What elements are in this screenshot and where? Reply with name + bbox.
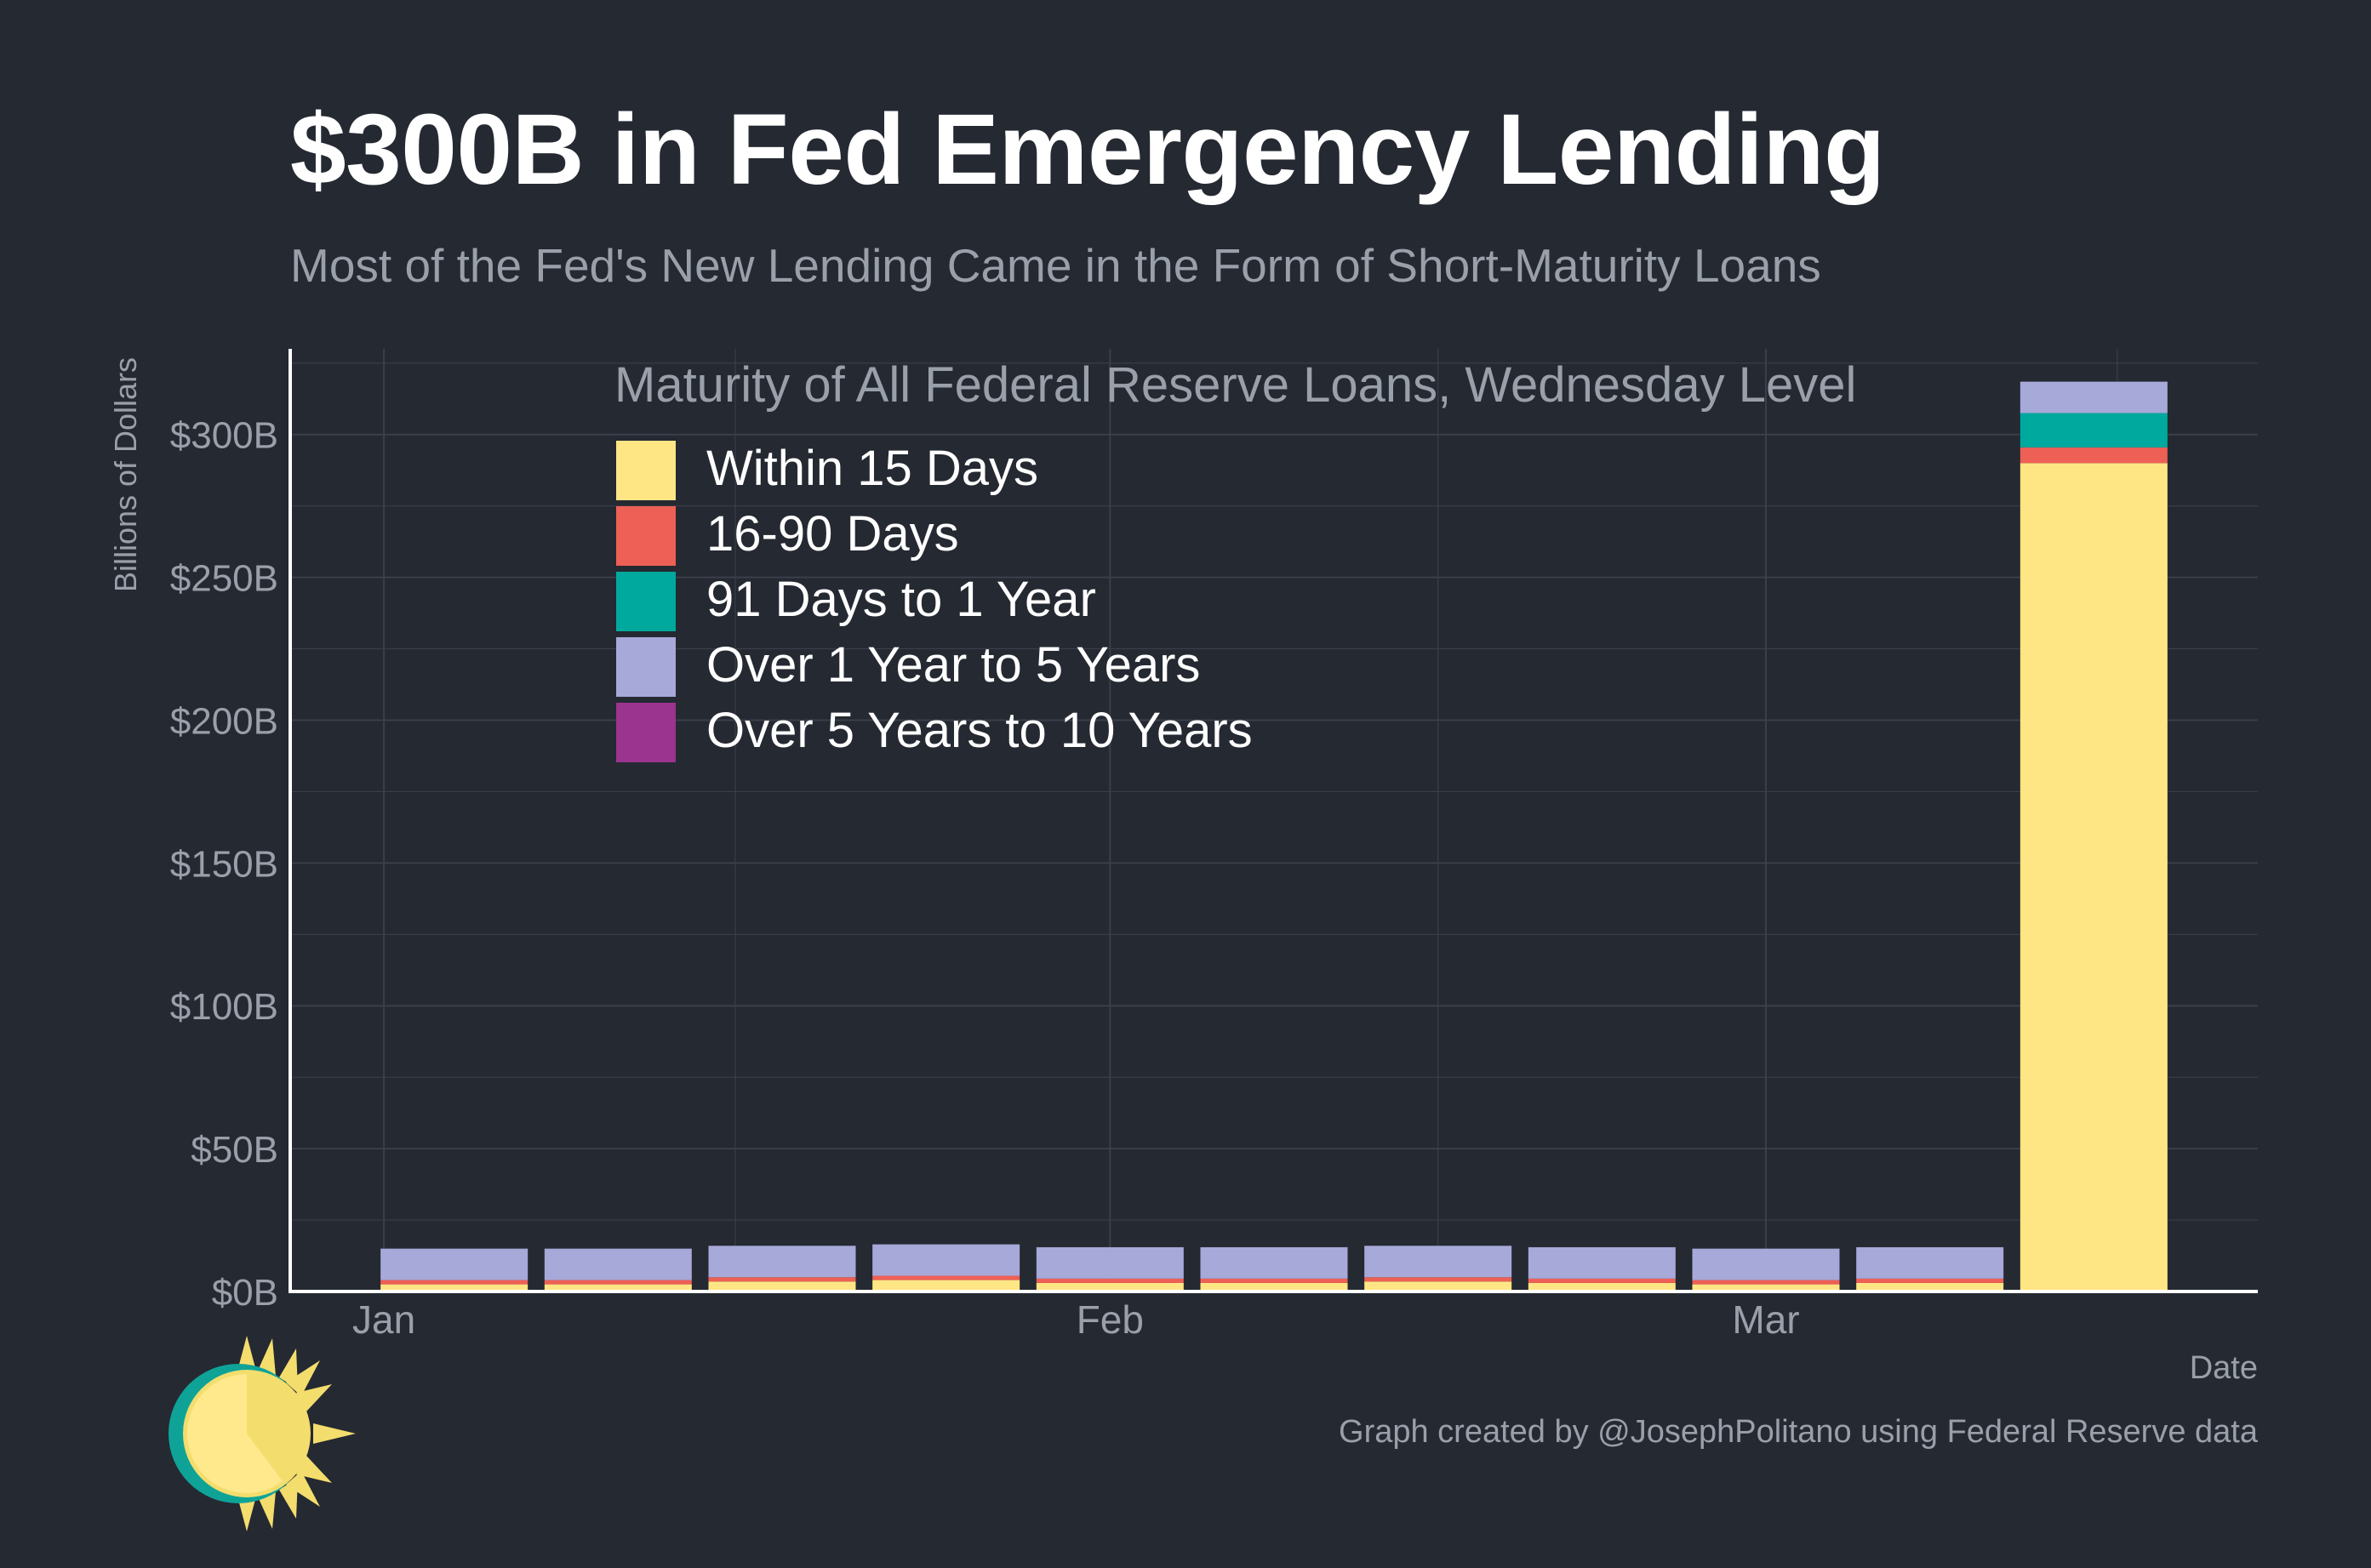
y-axis-title: Billions of Dollars [108, 357, 143, 592]
bar-segment [1856, 1282, 2004, 1291]
x-tick-label: Mar [1732, 1297, 1799, 1342]
chart-gridlines [290, 349, 2258, 1291]
bar-segment [872, 1275, 1020, 1280]
bar-segment [1692, 1248, 1840, 1280]
bar-segment [1528, 1246, 1676, 1279]
legend-label: Over 5 Years to 10 Years [706, 703, 1253, 758]
bar-segment [1364, 1277, 1512, 1282]
chart-title: $300B in Fed Emergency Lending [290, 94, 1885, 206]
bar-segment [544, 1280, 692, 1285]
bar-segment [1528, 1282, 1676, 1291]
source-caption: Graph created by @JosephPolitano using F… [1339, 1414, 2258, 1450]
chart-legend: Maturity of All Federal Reserve Loans, W… [614, 357, 1856, 762]
bar-segment [1692, 1284, 1840, 1291]
legend-label: 91 Days to 1 Year [706, 572, 1096, 627]
bar-segment [2020, 381, 2168, 413]
bar-segment [380, 1284, 528, 1291]
legend-label: Within 15 Days [706, 441, 1038, 496]
bar-segment [1692, 1280, 1840, 1285]
bar-segment [872, 1280, 1020, 1291]
legend-swatch [616, 572, 676, 631]
bar-segment [872, 1244, 1020, 1276]
bar-segment [1364, 1246, 1512, 1278]
legend-swatch [616, 703, 676, 762]
bar-segment [1200, 1282, 1348, 1291]
bar-segment [1200, 1246, 1348, 1279]
bar-segment [1856, 1246, 2004, 1279]
bar-segment [2020, 413, 2168, 448]
bar-segment [708, 1281, 856, 1291]
bar-segment [708, 1246, 856, 1278]
bar-segment [1364, 1281, 1512, 1291]
sun-logo-icon [169, 1336, 356, 1531]
bar-segment [2020, 463, 2168, 1291]
chart-subtitle: Most of the Fed's New Lending Came in th… [290, 239, 1821, 292]
chart-bars [380, 381, 2168, 1291]
legend-swatch [616, 506, 676, 566]
bar-segment [544, 1248, 692, 1280]
x-axis-title: Date [2190, 1350, 2258, 1386]
bar-segment [2020, 447, 2168, 464]
bar-segment [708, 1277, 856, 1282]
bar-segment [380, 1280, 528, 1285]
bar-segment [1856, 1278, 2004, 1283]
y-tick-label: $50B [191, 1129, 278, 1171]
chart-axes: $0B $50B $100B $150B $200B $250B $300B Jan Feb Ma… [108, 349, 2258, 1386]
y-tick-label: $300B [170, 415, 278, 457]
x-tick-label: Jan [352, 1297, 415, 1342]
bar-segment [1200, 1278, 1348, 1283]
bar-segment [1036, 1278, 1184, 1283]
y-tick-label: $150B [170, 843, 278, 885]
y-tick-label: $200B [170, 700, 278, 742]
legend-title: Maturity of All Federal Reserve Loans, W… [614, 357, 1856, 413]
legend-label: 16-90 Days [706, 506, 959, 562]
bar-segment [1036, 1246, 1184, 1279]
x-tick-label: Feb [1077, 1297, 1144, 1342]
legend-swatch [616, 637, 676, 697]
bar-segment [544, 1284, 692, 1291]
y-tick-label: $0B [212, 1272, 278, 1314]
y-tick-label: $100B [170, 986, 278, 1028]
bar-segment [1036, 1282, 1184, 1291]
bar-segment [1528, 1278, 1676, 1283]
legend-swatch [616, 441, 676, 500]
y-tick-label: $250B [170, 558, 278, 600]
legend-label: Over 1 Year to 5 Years [706, 637, 1200, 693]
bar-segment [380, 1248, 528, 1280]
